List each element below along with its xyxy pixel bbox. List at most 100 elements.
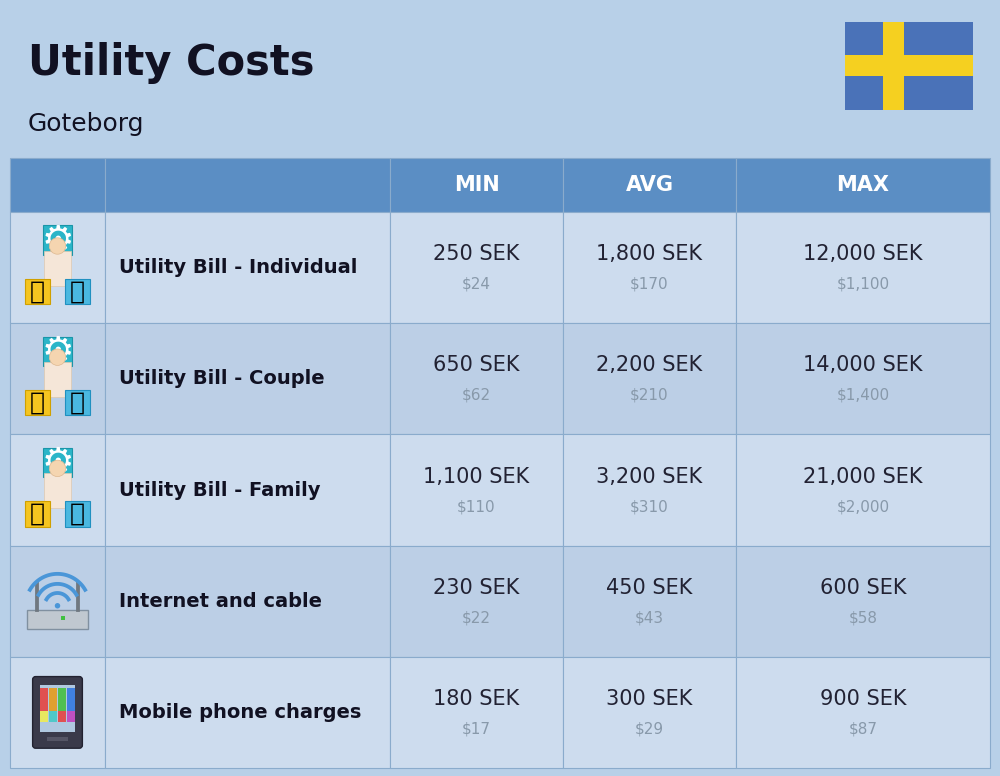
Bar [105, 656, 390, 768]
Text: 650 SEK: 650 SEK [433, 355, 520, 376]
Bar [563, 158, 736, 212]
Text: $210: $210 [630, 388, 669, 403]
Bar [736, 435, 990, 546]
Bar [65, 390, 90, 415]
Bar [10, 212, 105, 323]
Text: Mobile phone charges: Mobile phone charges [119, 703, 361, 722]
Bar [40, 711, 48, 722]
Circle shape [49, 237, 66, 255]
Text: Utility Bill - Family: Utility Bill - Family [119, 480, 320, 500]
Text: 1,800 SEK: 1,800 SEK [596, 244, 703, 265]
Bar [47, 737, 68, 740]
Text: 900 SEK: 900 SEK [820, 689, 906, 709]
Text: ⚙: ⚙ [41, 223, 74, 257]
Bar [58, 688, 66, 699]
Text: ⚙: ⚙ [41, 445, 74, 480]
Bar [390, 323, 563, 435]
Text: MIN: MIN [454, 175, 499, 195]
Text: 250 SEK: 250 SEK [433, 244, 520, 265]
Bar [10, 158, 105, 212]
Bar [10, 323, 105, 435]
Bar [10, 435, 105, 546]
Bar [25, 279, 50, 304]
Text: $22: $22 [462, 611, 491, 625]
Text: $310: $310 [630, 499, 669, 514]
Text: Utility Bill - Individual: Utility Bill - Individual [119, 258, 357, 277]
Text: Utility Bill - Couple: Utility Bill - Couple [119, 369, 325, 388]
Bar [390, 435, 563, 546]
Bar [27, 610, 88, 629]
Bar [49, 711, 57, 722]
Circle shape [49, 349, 66, 365]
Bar [43, 448, 72, 477]
Text: $110: $110 [457, 499, 496, 514]
Text: $29: $29 [635, 722, 664, 736]
Bar [10, 656, 105, 768]
Text: $17: $17 [462, 722, 491, 736]
Bar [105, 323, 390, 435]
Text: Utility Costs: Utility Costs [28, 42, 314, 84]
Bar [390, 158, 563, 212]
Text: Internet and cable: Internet and cable [119, 592, 322, 611]
Bar [736, 158, 990, 212]
Text: 🔌: 🔌 [30, 502, 45, 526]
Bar [25, 501, 50, 527]
Bar [105, 212, 390, 323]
Bar [67, 688, 75, 699]
Bar [736, 323, 990, 435]
Text: 14,000 SEK: 14,000 SEK [803, 355, 923, 376]
Text: AVG: AVG [626, 175, 674, 195]
Bar [49, 688, 57, 699]
Text: 3,200 SEK: 3,200 SEK [596, 466, 703, 487]
Text: 🚿: 🚿 [70, 502, 85, 526]
Text: 🔌: 🔌 [30, 279, 45, 303]
Bar [390, 656, 563, 768]
Bar [25, 390, 50, 415]
Text: $43: $43 [635, 611, 664, 625]
Text: 21,000 SEK: 21,000 SEK [803, 466, 923, 487]
Bar [105, 546, 390, 656]
Text: MAX: MAX [836, 175, 890, 195]
Circle shape [55, 603, 60, 608]
Bar [40, 685, 75, 732]
Bar [65, 501, 90, 527]
Text: 🚿: 🚿 [70, 390, 85, 414]
Bar [563, 546, 736, 656]
Bar [563, 212, 736, 323]
Bar [58, 711, 66, 722]
Bar [105, 435, 390, 546]
Bar [44, 362, 71, 397]
Text: 2,200 SEK: 2,200 SEK [596, 355, 703, 376]
Bar [736, 212, 990, 323]
Text: Goteborg: Goteborg [28, 112, 144, 136]
Bar [40, 688, 48, 699]
Bar [40, 699, 48, 711]
Bar [44, 473, 71, 508]
Bar [736, 546, 990, 656]
Text: $87: $87 [848, 722, 878, 736]
Bar [43, 337, 72, 365]
Bar [845, 22, 973, 110]
Bar [105, 158, 390, 212]
Bar [43, 225, 72, 255]
Bar [49, 699, 57, 711]
Text: $2,000: $2,000 [836, 499, 890, 514]
Text: $24: $24 [462, 277, 491, 292]
Bar [390, 212, 563, 323]
Text: 12,000 SEK: 12,000 SEK [803, 244, 923, 265]
Bar [65, 279, 90, 304]
FancyBboxPatch shape [33, 677, 82, 748]
Bar [883, 22, 904, 110]
Bar [58, 699, 66, 711]
Bar [67, 699, 75, 711]
Bar [563, 323, 736, 435]
Bar [563, 435, 736, 546]
Bar [845, 55, 973, 76]
Text: 180 SEK: 180 SEK [433, 689, 520, 709]
Bar [67, 711, 75, 722]
Text: $1,100: $1,100 [836, 277, 890, 292]
Text: $58: $58 [848, 611, 878, 625]
Bar [10, 546, 105, 656]
Text: $62: $62 [462, 388, 491, 403]
Circle shape [49, 460, 66, 476]
